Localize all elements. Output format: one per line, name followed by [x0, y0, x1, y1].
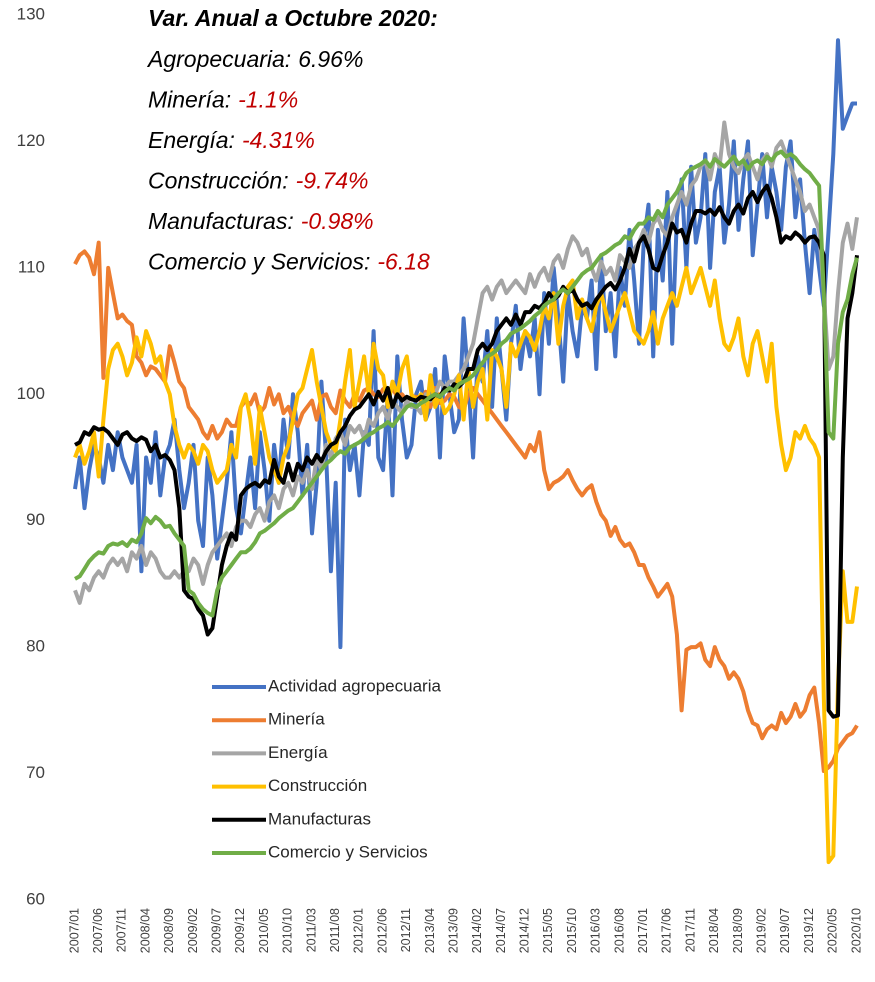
annotation-line: Agropecuaria: 6.96% [146, 46, 363, 72]
x-tick-label: 2016/08 [612, 908, 626, 953]
x-tick-label: 2016/03 [589, 908, 603, 953]
legend-label: Comercio y Servicios [268, 842, 428, 861]
y-tick-label: 60 [26, 889, 45, 908]
annotation-line: Construcción: -9.74% [148, 168, 369, 194]
x-tick-label: 2014/07 [494, 908, 508, 953]
annotation-label: Minería: [148, 87, 231, 113]
series-line [73, 120, 859, 605]
legend-label: Actividad agropecuaria [268, 676, 441, 695]
x-tick-label: 2019/07 [778, 908, 792, 953]
x-tick-label: 2017/01 [636, 908, 650, 953]
y-tick-label: 110 [18, 257, 45, 276]
x-tick-label: 2009/12 [233, 908, 247, 953]
x-tick-label: 2020/05 [826, 908, 840, 953]
annotation-line: Energía: -4.31% [148, 127, 315, 153]
y-tick-label: 70 [26, 763, 45, 782]
legend-label: Construcción [268, 776, 367, 795]
x-tick-label: 2007/06 [91, 908, 105, 953]
annotation-label: Comercio y Servicios: [148, 249, 370, 275]
x-tick-label: 2007/01 [67, 908, 81, 953]
x-tick-label: 2007/11 [115, 908, 129, 952]
x-tick-label: 2008/09 [162, 908, 176, 953]
legend-label: Manufacturas [268, 809, 371, 828]
annotation-label: Agropecuaria: [146, 46, 291, 72]
x-tick-label: 2010/10 [281, 908, 295, 953]
x-tick-label: 2011/08 [328, 908, 342, 952]
x-tick-label: 2017/06 [660, 908, 674, 953]
x-tick-label: 2018/09 [731, 908, 745, 953]
series-line [74, 183, 859, 719]
x-tick-label: 2019/02 [755, 908, 769, 953]
annotation-line: Manufacturas: -0.98% [148, 208, 374, 234]
x-tick-label: 2009/02 [186, 908, 200, 953]
y-tick-label: 100 [17, 384, 45, 403]
x-tick-label: 2009/07 [209, 908, 223, 953]
annotation-label: Manufacturas: [148, 208, 294, 234]
x-tick-label: 2015/10 [565, 908, 579, 953]
x-tick-label: 2010/05 [257, 908, 271, 953]
x-tick-label: 2012/11 [399, 908, 413, 952]
annotation-value: -9.74% [296, 168, 369, 194]
annotation-title: Var. Anual a Octubre 2020: [148, 5, 438, 31]
annotation-label: Construcción: [148, 168, 289, 194]
x-tick-label: 2020/10 [849, 908, 863, 953]
annotation-value: -0.98% [301, 208, 374, 234]
annotation: Var. Anual a Octubre 2020: Agropecuaria:… [146, 5, 438, 275]
x-tick-label: 2012/06 [375, 908, 389, 953]
legend-label: Energía [268, 743, 328, 762]
series-line [73, 265, 859, 865]
x-tick-label: 2008/04 [138, 908, 152, 953]
x-tick-label: 2018/04 [707, 908, 721, 953]
x-tick-label: 2019/12 [802, 908, 816, 953]
annotation-line: Minería: -1.1% [148, 87, 298, 113]
x-tick-label: 2014/02 [470, 908, 484, 953]
annotation-value: -4.31% [242, 127, 315, 153]
legend: Actividad agropecuaria Minería Energía Cons… [212, 676, 441, 861]
y-tick-label: 80 [26, 637, 45, 656]
annotation-value: -1.1% [238, 87, 298, 113]
annotation-line: Comercio y Servicios: -6.18 [148, 249, 430, 275]
x-tick-label: 2017/11 [683, 908, 697, 952]
series-line [74, 149, 859, 618]
x-tick-label: 2014/12 [518, 908, 532, 953]
annotation-value: -6.18 [377, 249, 430, 275]
x-tick-label: 2013/04 [423, 908, 437, 953]
y-tick-label: 130 [17, 4, 45, 23]
annotation-value: 6.96% [298, 46, 363, 72]
annotation-label: Energía: [148, 127, 235, 153]
legend-label: Minería [268, 710, 325, 729]
x-tick-label: 2015/05 [541, 908, 555, 953]
y-tick-label: 90 [26, 510, 45, 529]
y-tick-label: 120 [17, 131, 45, 150]
x-tick-label: 2011/03 [304, 908, 318, 952]
x-tick-label: 2013/09 [446, 908, 460, 953]
x-tick-label: 2012/01 [352, 908, 366, 953]
